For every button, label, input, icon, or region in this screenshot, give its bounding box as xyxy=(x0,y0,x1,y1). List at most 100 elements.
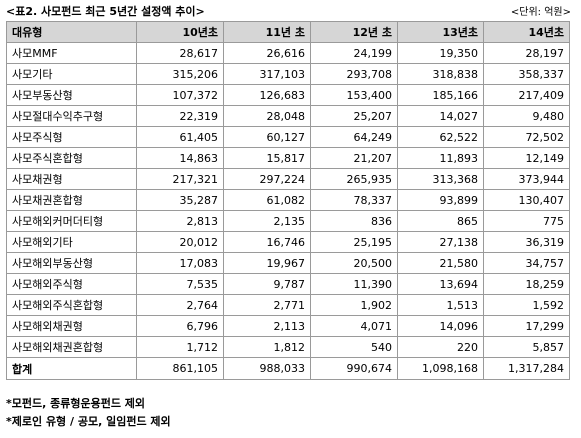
row-label: 사모해외커머더티형 xyxy=(6,210,137,232)
header-year-10: 10년초 xyxy=(136,21,224,43)
total-cell: 1,317,284 xyxy=(483,357,570,380)
value-cell: 217,321 xyxy=(136,168,224,190)
row-label: 사모해외주식형 xyxy=(6,273,137,295)
value-cell: 126,683 xyxy=(223,84,311,106)
value-cell: 22,319 xyxy=(136,105,224,127)
footnotes: *모펀드, 종류형운용펀드 제외 *제로인 유형 / 공모, 일임펀드 제외 xyxy=(6,395,171,431)
value-cell: 220 xyxy=(397,336,484,358)
value-cell: 217,409 xyxy=(483,84,570,106)
value-cell: 6,796 xyxy=(136,315,224,337)
value-cell: 9,787 xyxy=(223,273,311,295)
value-cell: 2,135 xyxy=(223,210,311,232)
total-row: 합계 861,105 988,033 990,674 1,098,168 1,3… xyxy=(6,357,570,380)
table-caption: <표2. 사모펀드 최근 5년간 설정액 추이> <단위: 억원> xyxy=(6,3,571,19)
value-cell: 1,513 xyxy=(397,294,484,316)
value-cell: 11,390 xyxy=(310,273,398,295)
value-cell: 1,592 xyxy=(483,294,570,316)
row-label: 사모MMF xyxy=(6,42,137,64)
table-row: 사모해외채권혼합형 1,712 1,812 540 220 5,857 xyxy=(6,336,570,358)
table-row: 사모주식혼합형 14,863 15,817 21,207 11,893 12,149 xyxy=(6,147,570,169)
row-label: 사모해외채권혼합형 xyxy=(6,336,137,358)
value-cell: 35,287 xyxy=(136,189,224,211)
table-row: 사모해외주식형 7,535 9,787 11,390 13,694 18,259 xyxy=(6,273,570,295)
value-cell: 25,207 xyxy=(310,105,398,127)
value-cell: 14,863 xyxy=(136,147,224,169)
total-cell: 1,098,168 xyxy=(397,357,484,380)
table-row: 사모기타 315,206 317,103 293,708 318,838 358,337 xyxy=(6,63,570,85)
value-cell: 14,096 xyxy=(397,315,484,337)
value-cell: 14,027 xyxy=(397,105,484,127)
value-cell: 17,083 xyxy=(136,252,224,274)
table-row: 사모해외부동산형 17,083 19,967 20,500 21,580 34,757 xyxy=(6,252,570,274)
value-cell: 61,405 xyxy=(136,126,224,148)
total-cell: 861,105 xyxy=(136,357,224,380)
value-cell: 317,103 xyxy=(223,63,311,85)
value-cell: 28,048 xyxy=(223,105,311,127)
row-label: 사모주식형 xyxy=(6,126,137,148)
value-cell: 1,902 xyxy=(310,294,398,316)
value-cell: 9,480 xyxy=(483,105,570,127)
header-year-13: 13년초 xyxy=(397,21,484,43)
table-row: 사모부동산형 107,372 126,683 153,400 185,166 217,40… xyxy=(6,84,570,106)
value-cell: 2,113 xyxy=(223,315,311,337)
row-label: 사모주식혼합형 xyxy=(6,147,137,169)
table-row: 사모채권혼합형 35,287 61,082 78,337 93,899 130,407 xyxy=(6,189,570,211)
footnote: *제로인 유형 / 공모, 일임펀드 제외 xyxy=(6,415,171,428)
value-cell: 13,694 xyxy=(397,273,484,295)
value-cell: 28,197 xyxy=(483,42,570,64)
table-row: 사모해외주식혼합형 2,764 2,771 1,902 1,513 1,592 xyxy=(6,294,570,316)
value-cell: 19,350 xyxy=(397,42,484,64)
value-cell: 836 xyxy=(310,210,398,232)
value-cell: 78,337 xyxy=(310,189,398,211)
unit-label: <단위: 억원> xyxy=(510,7,571,18)
value-cell: 1,712 xyxy=(136,336,224,358)
total-cell: 990,674 xyxy=(310,357,398,380)
value-cell: 27,138 xyxy=(397,231,484,253)
value-cell: 16,746 xyxy=(223,231,311,253)
row-label: 사모해외기타 xyxy=(6,231,137,253)
header-year-11: 11년 초 xyxy=(223,21,311,43)
value-cell: 18,259 xyxy=(483,273,570,295)
value-cell: 293,708 xyxy=(310,63,398,85)
table-row: 사모해외기타 20,012 16,746 25,195 27,138 36,319 xyxy=(6,231,570,253)
value-cell: 130,407 xyxy=(483,189,570,211)
value-cell: 36,319 xyxy=(483,231,570,253)
table-row: 사모MMF 28,617 26,616 24,199 19,350 28,197 xyxy=(6,42,570,64)
value-cell: 2,813 xyxy=(136,210,224,232)
value-cell: 60,127 xyxy=(223,126,311,148)
row-label: 사모절대수익추구형 xyxy=(6,105,137,127)
value-cell: 373,944 xyxy=(483,168,570,190)
value-cell: 61,082 xyxy=(223,189,311,211)
value-cell: 19,967 xyxy=(223,252,311,274)
value-cell: 20,500 xyxy=(310,252,398,274)
value-cell: 26,616 xyxy=(223,42,311,64)
value-cell: 20,012 xyxy=(136,231,224,253)
total-cell: 988,033 xyxy=(223,357,311,380)
table-row: 사모주식형 61,405 60,127 64,249 62,522 72,502 xyxy=(6,126,570,148)
value-cell: 7,535 xyxy=(136,273,224,295)
value-cell: 775 xyxy=(483,210,570,232)
fund-table: 대유형 10년초 11년 초 12년 초 13년초 14년초 사모MMF 28,6… xyxy=(6,21,570,380)
value-cell: 315,206 xyxy=(136,63,224,85)
row-label: 사모해외부동산형 xyxy=(6,252,137,274)
value-cell: 21,580 xyxy=(397,252,484,274)
table-row: 사모해외채권형 6,796 2,113 4,071 14,096 17,299 xyxy=(6,315,570,337)
value-cell: 28,617 xyxy=(136,42,224,64)
table-row: 사모절대수익추구형 22,319 28,048 25,207 14,027 9,480 xyxy=(6,105,570,127)
row-label: 사모해외채권형 xyxy=(6,315,137,337)
header-row: 대유형 10년초 11년 초 12년 초 13년초 14년초 xyxy=(6,21,570,43)
row-label: 사모기타 xyxy=(6,63,137,85)
value-cell: 297,224 xyxy=(223,168,311,190)
row-label: 사모채권형 xyxy=(6,168,137,190)
value-cell: 358,337 xyxy=(483,63,570,85)
value-cell: 185,166 xyxy=(397,84,484,106)
value-cell: 318,838 xyxy=(397,63,484,85)
header-year-12: 12년 초 xyxy=(310,21,398,43)
value-cell: 93,899 xyxy=(397,189,484,211)
value-cell: 865 xyxy=(397,210,484,232)
value-cell: 540 xyxy=(310,336,398,358)
table-row: 사모해외커머더티형 2,813 2,135 836 865 775 xyxy=(6,210,570,232)
footnote: *모펀드, 종류형운용펀드 제외 xyxy=(6,397,146,410)
value-cell: 62,522 xyxy=(397,126,484,148)
